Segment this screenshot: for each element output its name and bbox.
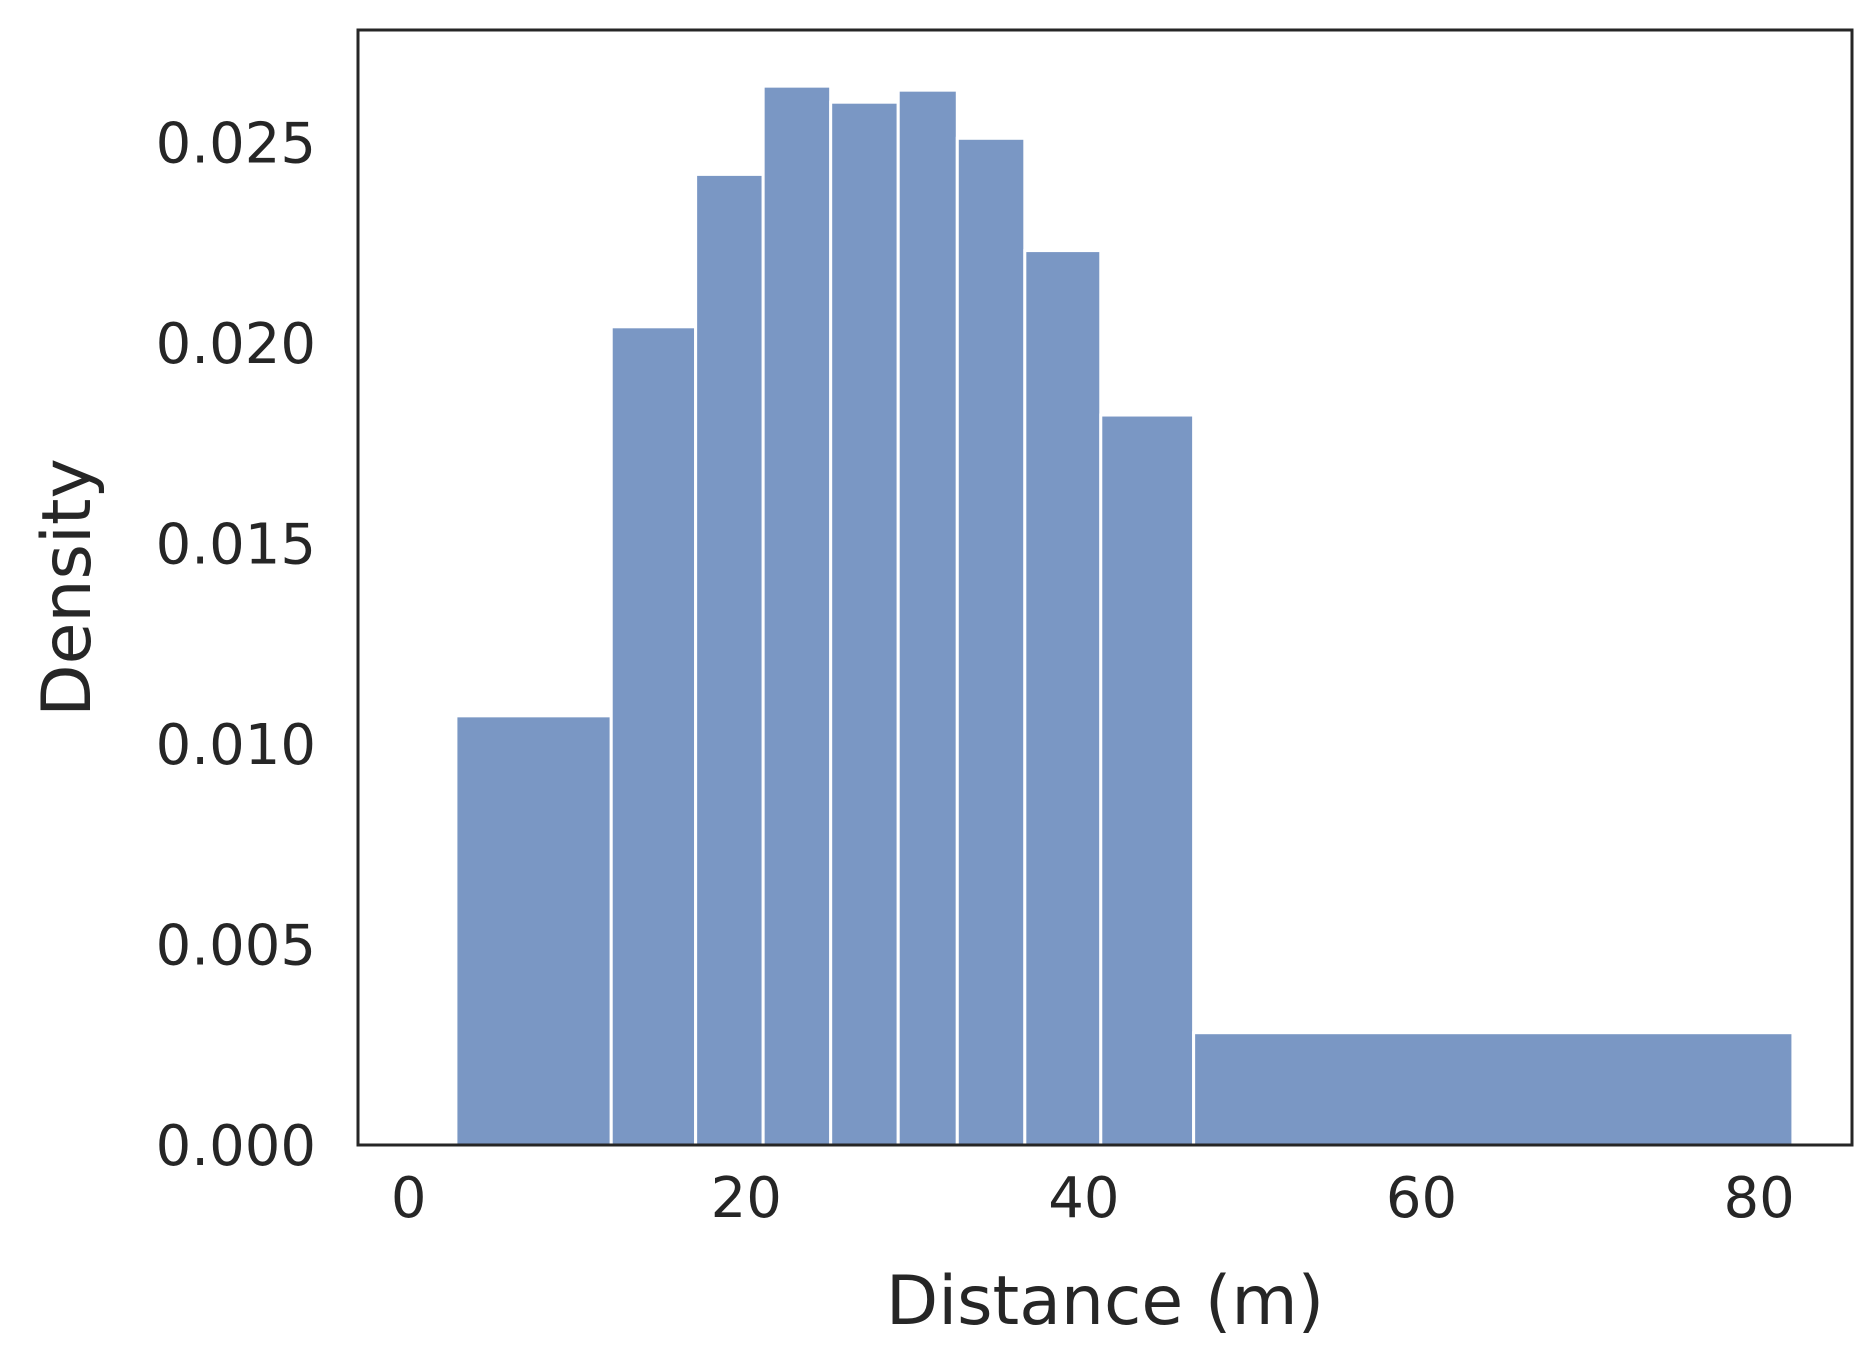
y-tick-label-5: 0.025	[156, 111, 316, 176]
y-axis-label: Density	[28, 458, 107, 717]
plot-frame	[356, 28, 1854, 1147]
histogram-bar-9	[1192, 1031, 1795, 1147]
bars-layer	[454, 84, 1795, 1147]
y-tick-label-1: 0.005	[156, 913, 316, 978]
y-tick-label-3: 0.015	[156, 512, 316, 577]
x-tick-label-0: 0	[391, 1166, 427, 1231]
y-tick-label-0: 0.000	[156, 1114, 316, 1179]
histogram-bar-5	[896, 88, 959, 1147]
x-tick-label-4: 80	[1724, 1166, 1795, 1231]
histogram-bar-1	[609, 325, 698, 1147]
y-axis-ticks: 0.000 0.005 0.010 0.015 0.020 0.025	[156, 111, 316, 1179]
histogram-bar-8	[1099, 413, 1196, 1147]
histogram-bar-2	[694, 172, 765, 1147]
y-tick-label-4: 0.020	[156, 312, 316, 377]
y-tick-label-2: 0.010	[156, 713, 316, 778]
histogram-bar-7	[1023, 249, 1103, 1147]
x-tick-label-1: 20	[711, 1166, 782, 1231]
x-tick-label-2: 40	[1048, 1166, 1119, 1231]
histogram-bar-3	[761, 84, 833, 1147]
histogram-bar-6	[955, 136, 1027, 1147]
histogram-bar-4	[829, 100, 900, 1147]
x-tick-label-3: 60	[1386, 1166, 1457, 1231]
x-axis-ticks: 0 20 40 60 80	[391, 1166, 1795, 1231]
histogram-bar-0	[454, 714, 613, 1147]
x-axis-label: Distance (m)	[886, 1262, 1324, 1341]
